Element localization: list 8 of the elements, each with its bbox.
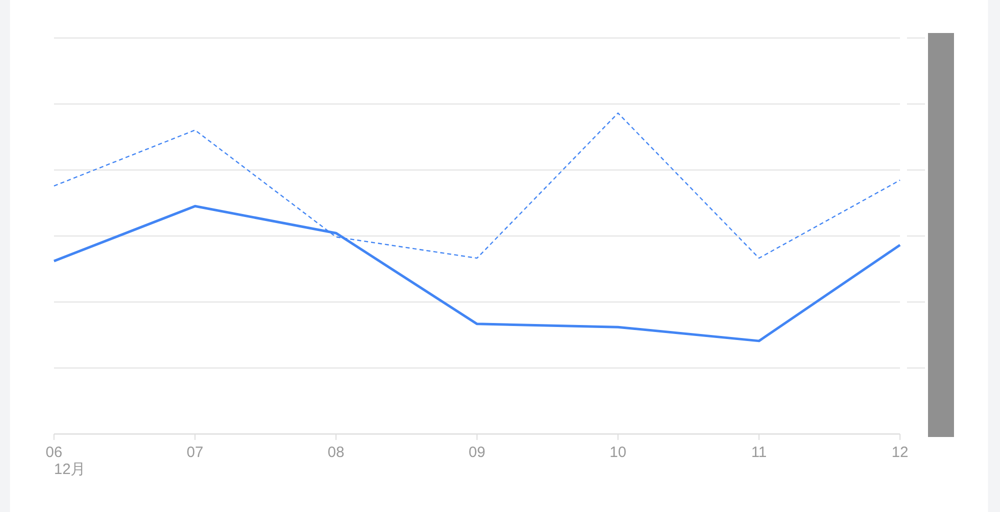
x-tick-label: 09 (468, 444, 486, 461)
x-tick-label: 08 (328, 444, 344, 461)
x-tick-label: 11 (751, 444, 767, 461)
x-tick-label: 06 (46, 444, 62, 461)
text: 12月 (54, 461, 86, 478)
x-tick-label: 10 (610, 444, 626, 461)
x-tick-label: 12 (892, 444, 908, 461)
x-tick-label: 07 (186, 444, 204, 461)
